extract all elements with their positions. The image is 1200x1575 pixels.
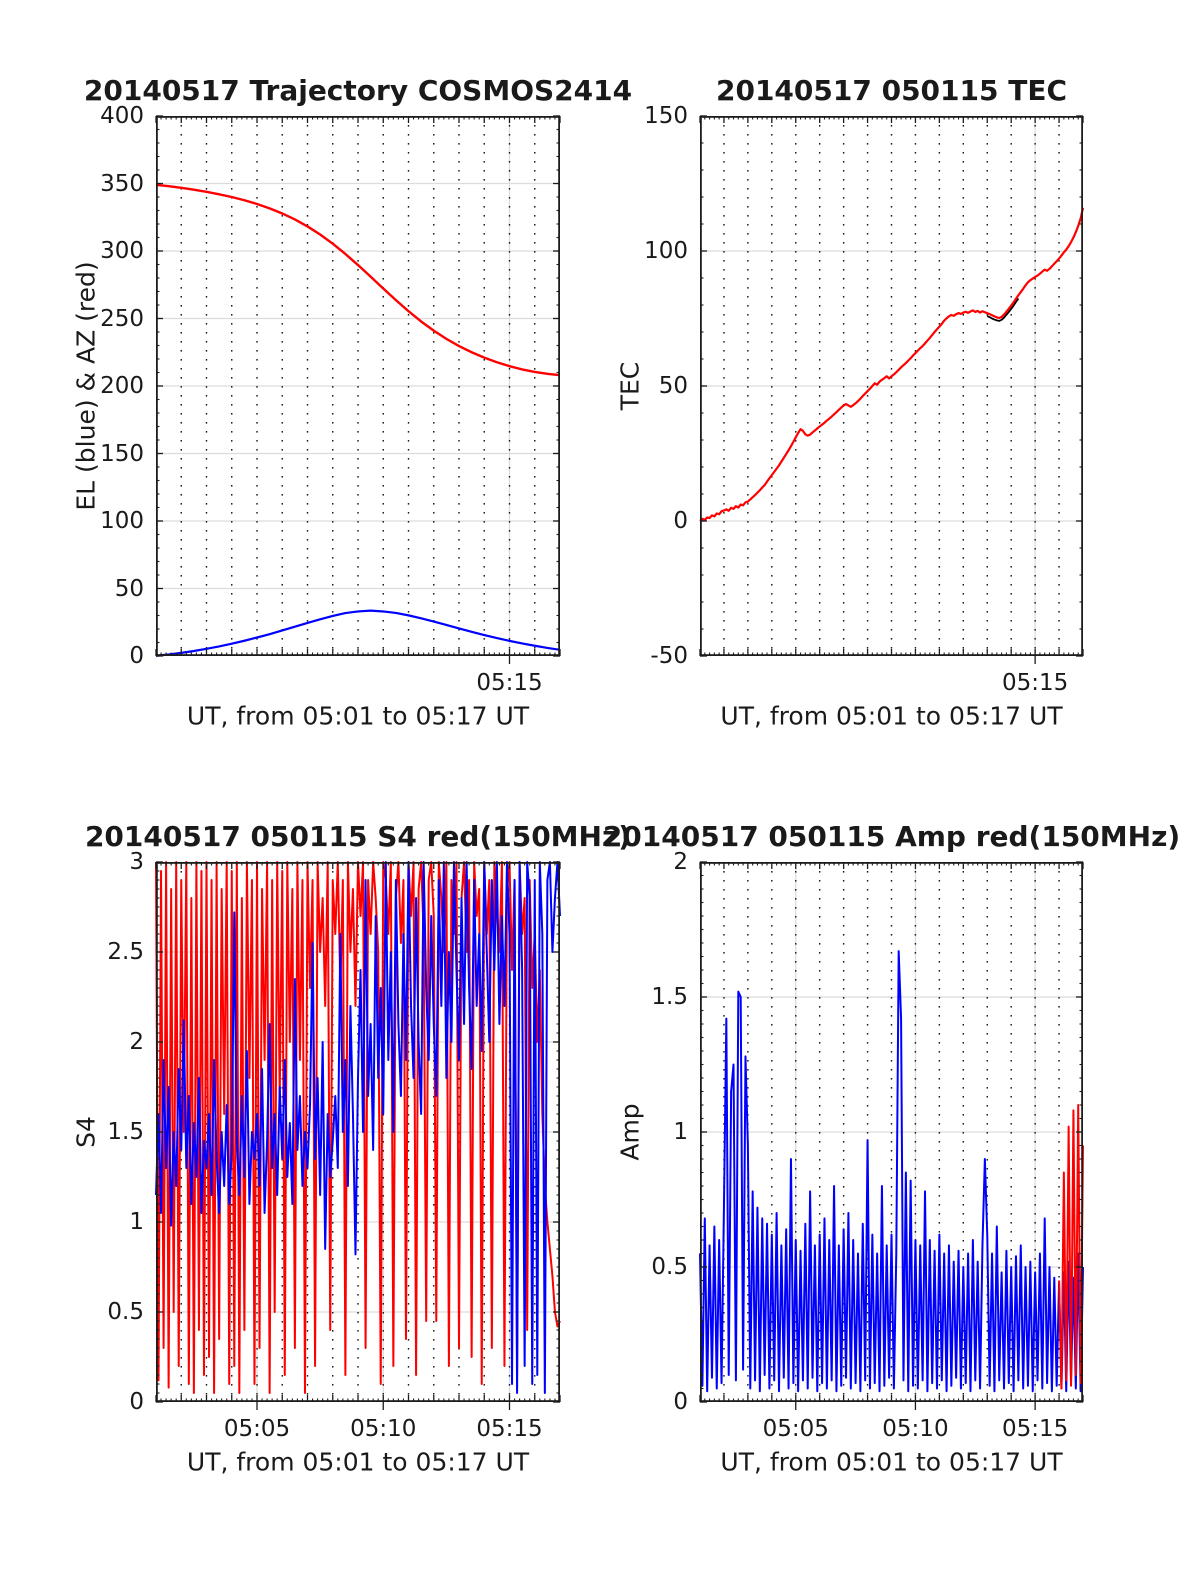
chart-title: 20140517 050115 TEC [715, 74, 1068, 107]
x-tick-label: 05:10 [350, 1416, 417, 1442]
x-tick-label: 05:15 [1001, 1416, 1069, 1442]
x-axis-label: UT, from 05:01 to 05:17 UT [186, 701, 530, 731]
y-tick-label: 400 [100, 103, 144, 129]
y-tick-label: 1 [673, 1119, 688, 1145]
x-axis-label: UT, from 05:01 to 05:17 UT [720, 701, 1063, 731]
y-tick-label: 200 [100, 373, 144, 399]
y-tick-label: 1.5 [107, 1119, 144, 1145]
x-tick-label: 05:15 [1001, 670, 1069, 696]
y-tick-label: 150 [644, 103, 688, 129]
y-tick-label: 50 [114, 575, 144, 602]
plot-area-trajectory [155, 115, 561, 664]
y-axis-label: TEC [615, 361, 645, 411]
y-tick-label: 2.5 [107, 939, 144, 965]
y-axis-label: Amp [615, 1103, 645, 1161]
y-tick-label: 0.5 [107, 1299, 144, 1325]
y-tick-label: 150 [100, 440, 144, 467]
y-tick-label: 0 [129, 643, 144, 669]
plot-area-s4 [155, 861, 561, 1410]
y-axis-label: EL (blue) & AZ (red) [71, 261, 101, 511]
y-tick-label: 0 [673, 1389, 688, 1415]
chart-title: 20140517 050115 Amp red(150MHz) [602, 820, 1181, 853]
y-tick-label: 0 [129, 1389, 144, 1415]
y-tick-label: 100 [100, 508, 144, 534]
chart-title: 20140517 Trajectory COSMOS2414 [83, 74, 633, 107]
y-tick-label: 50 [658, 373, 688, 399]
x-tick-label: 05:05 [762, 1416, 829, 1442]
y-tick-label: 100 [644, 238, 688, 264]
plot-area-amp [699, 861, 1084, 1410]
y-tick-label: 250 [100, 305, 144, 332]
y-tick-label: -50 [650, 643, 688, 669]
y-tick-label: 300 [100, 238, 144, 264]
x-tick-label: 05:10 [882, 1416, 949, 1442]
y-tick-label: 3 [129, 849, 144, 875]
y-tick-label: 1.5 [651, 984, 688, 1010]
x-axis-label: UT, from 05:01 to 05:17 UT [720, 1447, 1063, 1477]
y-tick-label: 0 [673, 508, 688, 534]
x-axis-label: UT, from 05:01 to 05:17 UT [186, 1447, 530, 1477]
y-tick-label: 1 [129, 1209, 144, 1235]
plot-area-tec [699, 115, 1085, 664]
y-tick-label: 350 [100, 170, 144, 197]
x-tick-label: 05:15 [476, 670, 543, 696]
chart-title: 20140517 050115 S4 red(150MHz) [84, 820, 632, 853]
x-tick-label: 05:15 [476, 1416, 543, 1442]
y-tick-label: 2 [673, 849, 688, 875]
x-tick-label: 05:05 [223, 1416, 291, 1442]
y-tick-label: 2 [129, 1029, 144, 1055]
y-tick-label: 0.5 [651, 1254, 688, 1280]
y-axis-label: S4 [71, 1116, 101, 1148]
